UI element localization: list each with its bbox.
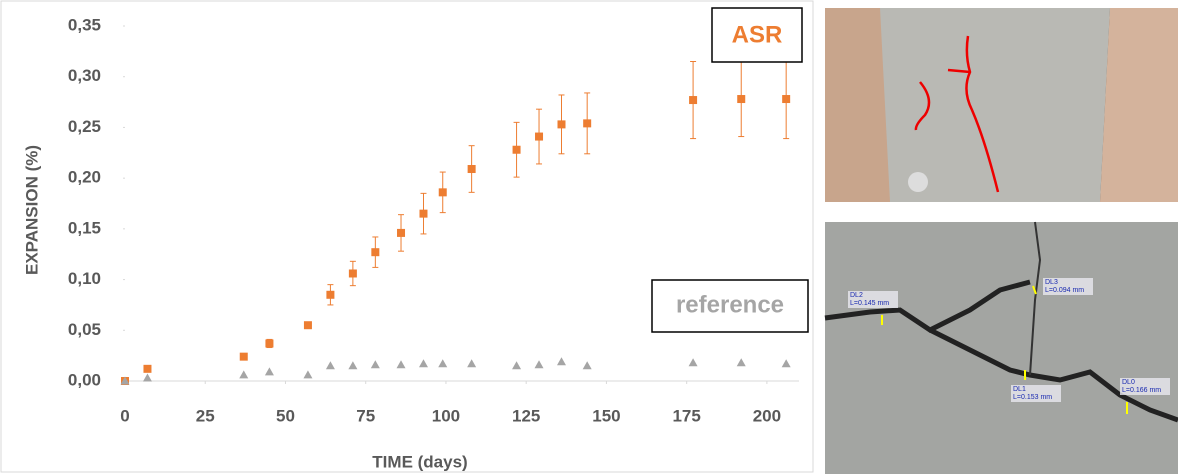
marker: [265, 339, 274, 348]
marker: [782, 95, 791, 104]
marker: [326, 290, 335, 299]
marker: [397, 228, 406, 237]
x-tick-label: 200: [753, 406, 781, 425]
crack: [1029, 221, 1042, 376]
marker: [120, 376, 130, 385]
label-box: [848, 291, 898, 308]
y-axis-label: EXPANSION (%): [22, 145, 41, 275]
crack: [928, 327, 1178, 423]
cylinder: [880, 8, 1110, 202]
marker: [737, 95, 746, 104]
marker: [239, 370, 249, 379]
marker: [557, 120, 566, 129]
marker: [467, 359, 477, 368]
marker: [512, 145, 521, 154]
legend-label: ASR: [732, 21, 783, 48]
marker: [143, 364, 152, 373]
y-tick-label: 0,15: [68, 218, 101, 237]
chart-frame: [0, 0, 814, 473]
marker: [689, 96, 698, 105]
y-tick-label: 0,00: [68, 370, 101, 389]
spot: [908, 172, 928, 192]
marker: [142, 373, 152, 382]
crack-marking: [914, 81, 931, 131]
y-tick-label: 0,05: [68, 320, 101, 339]
marker: [370, 360, 380, 369]
x-tick-label: 50: [276, 406, 295, 425]
x-tick-label: 175: [672, 406, 700, 425]
y-tick-label: 0,30: [68, 66, 101, 85]
legend-box: [711, 7, 803, 63]
photo-background: [825, 222, 1178, 474]
legend-label: reference: [676, 291, 784, 318]
marker: [438, 359, 448, 368]
legend-box: [651, 279, 809, 333]
crack-marking: [947, 68, 971, 74]
marker: [534, 360, 544, 369]
photo-cylinder: [825, 8, 1178, 202]
marker: [303, 321, 312, 330]
measure-name: DL2: [850, 292, 863, 299]
marker: [325, 361, 335, 370]
hand: [1100, 8, 1178, 202]
marker: [239, 352, 248, 361]
y-tick-label: 0,10: [68, 269, 101, 288]
x-axis-label: TIME (days): [372, 452, 467, 471]
x-tick-label: 0: [120, 406, 129, 425]
y-tick-label: 0,20: [68, 168, 101, 187]
marker: [688, 358, 698, 367]
marker: [419, 209, 428, 218]
measure-name: DL0: [1122, 379, 1135, 386]
marker: [583, 119, 592, 128]
measure-length: L=0.166 mm: [1122, 387, 1161, 394]
measure: [1032, 285, 1037, 295]
marker: [264, 367, 274, 376]
label-box: [1043, 278, 1093, 295]
x-tick-label: 150: [592, 406, 620, 425]
marker: [535, 132, 544, 141]
marker: [303, 370, 313, 379]
marker: [781, 359, 791, 368]
marker: [467, 165, 476, 174]
photo-microscope: DL2 L=0.145 mm DL3 L=0.094 mm DL1 L=0.15…: [824, 221, 1178, 474]
marker: [371, 248, 380, 257]
plot: 0,00 0,05 0,10 0,15 0,20 0,25 0,30 0,35 0 25 50 75 1…: [68, 15, 799, 425]
label-box: [1120, 378, 1170, 395]
measure-length: L=0.145 mm: [850, 300, 889, 307]
marker: [438, 188, 447, 197]
measure-name: DL1: [1013, 386, 1026, 393]
x-tick-label: 75: [356, 406, 375, 425]
marker: [512, 361, 522, 370]
x-tick-label: 125: [512, 406, 540, 425]
y-tick-label: 0,25: [68, 117, 101, 136]
label-box: [1011, 385, 1061, 402]
marker: [582, 361, 592, 370]
x-tick-label: 25: [196, 406, 215, 425]
marker: [556, 357, 566, 366]
x-tick-label: 100: [432, 406, 460, 425]
crack-marking: [965, 35, 1000, 193]
marker: [418, 359, 428, 368]
measure-length: L=0.094 mm: [1045, 287, 1084, 294]
y-tick-label: 0,35: [68, 15, 101, 34]
marker: [396, 360, 406, 369]
marker: [348, 269, 357, 278]
marker: [736, 358, 746, 367]
measure-length: L=0.153 mm: [1013, 394, 1052, 401]
measure-name: DL3: [1045, 279, 1058, 286]
marker: [348, 361, 358, 370]
